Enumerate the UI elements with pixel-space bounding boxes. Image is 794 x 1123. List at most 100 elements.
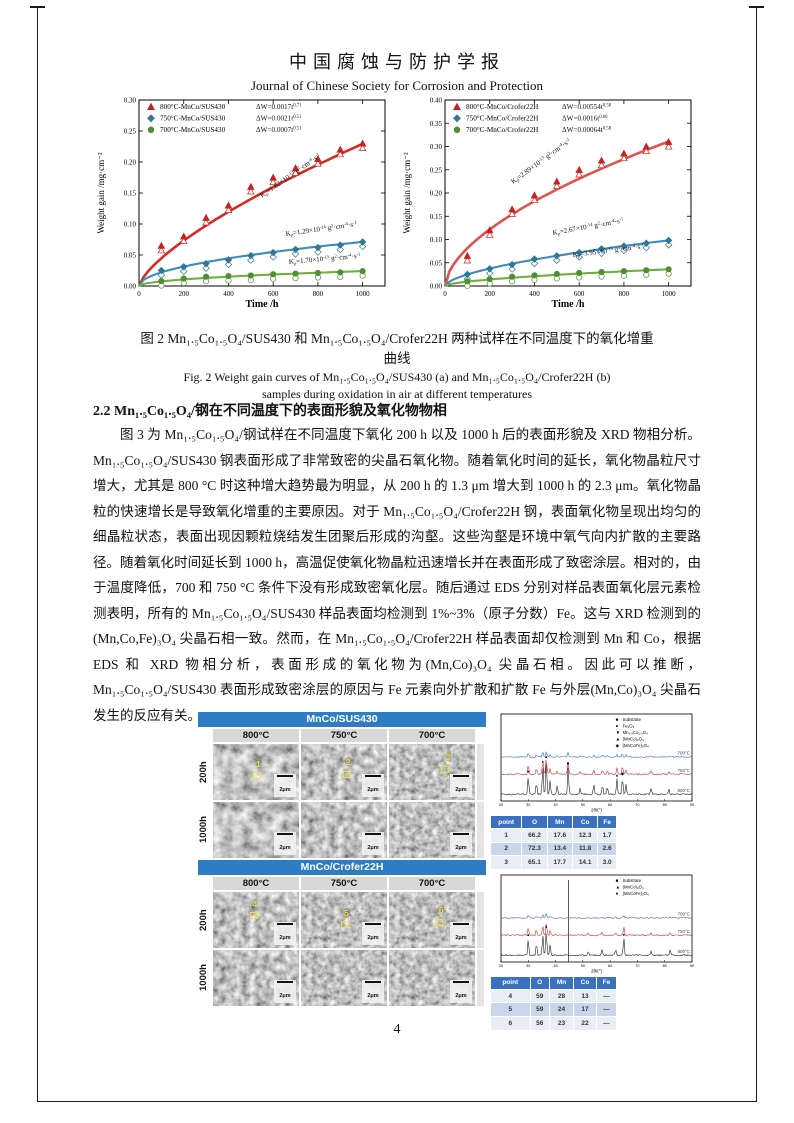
svg-text:0.00: 0.00 <box>124 283 137 291</box>
svg-text:0.10: 0.10 <box>124 221 137 229</box>
svg-text:20: 20 <box>499 964 503 968</box>
svg-text:800°C: 800°C <box>677 949 690 954</box>
svg-text:▲: ▲ <box>616 884 620 889</box>
eds-cell: 72.3 <box>521 841 548 857</box>
sem-image: 2μm 2 <box>301 744 387 800</box>
sem-column-header: 750°C <box>301 877 387 890</box>
sem-image: 2μm 3 <box>389 744 475 800</box>
scale-bar: 2μm <box>362 922 384 945</box>
svg-text:90: 90 <box>690 803 694 807</box>
svg-text:■: ■ <box>616 717 619 722</box>
scale-bar-label: 2μm <box>455 787 467 793</box>
scale-bar: 2μm <box>450 832 472 855</box>
svg-text:■: ■ <box>616 878 619 883</box>
scale-bar-label: 2μm <box>367 935 379 941</box>
page-corner-mark-right <box>749 6 764 8</box>
chart-series-1: 750°C-MnCo/SUS430 ΔW=0.0021t0.51 Kp=1.29×1… <box>138 114 367 287</box>
sem-grid: 800°C 750°C 700°C 200h 2μm 1 2μm 2 2μm 3 1000h 2μm 2… <box>198 729 486 858</box>
svg-text:750°C: 750°C <box>677 929 690 934</box>
chart-series-2: 700°C-MnCo/SUS430 ΔW=0.0007t0.51 Kp=1.70×1… <box>138 126 366 289</box>
eds-point-square <box>249 912 258 920</box>
eds-point-marker: 3 <box>445 751 451 762</box>
svg-text:Kp=1.70×10-15 g2·cm-4·s-1: Kp=1.70×10-15 g2·cm-4·s-1 <box>288 251 361 266</box>
svg-text:60: 60 <box>608 803 612 807</box>
svg-text:0.20: 0.20 <box>124 159 137 167</box>
eds-cell: 23 <box>548 1015 575 1031</box>
svg-text:0.05: 0.05 <box>124 252 137 260</box>
svg-text:(MnCo)₃O₄: (MnCo)₃O₄ <box>623 884 644 889</box>
journal-title-zh: 中国腐蚀与防护学报 <box>289 52 505 72</box>
svg-text:Substrate: Substrate <box>623 717 642 722</box>
svg-text:600: 600 <box>268 290 279 298</box>
svg-text:50: 50 <box>581 964 585 968</box>
svg-text:Time /h: Time /h <box>246 299 279 310</box>
scale-bar-label: 2μm <box>279 845 291 851</box>
svg-text:Substrate: Substrate <box>623 878 642 883</box>
sem-column-header: 700°C <box>389 729 475 742</box>
figure2-charts: 0 200 400 600 800 1000 0.00 0.05 0.10 0.15 0.20 0.2… <box>93 96 701 318</box>
eds-table-header-row: point O Mn Co Fe <box>490 975 618 990</box>
eds-cell: 56 <box>529 1015 550 1031</box>
svg-text:●: ● <box>623 932 626 937</box>
scale-bar: 2μm <box>362 832 384 855</box>
scale-bar-label: 2μm <box>279 993 291 999</box>
eds-cell: 1 <box>489 828 523 843</box>
svg-text:0.25: 0.25 <box>430 166 443 174</box>
svg-text:Fe₂O₃: Fe₂O₃ <box>623 724 635 729</box>
eds-point-marker: 6 <box>438 905 444 916</box>
svg-text:0.30: 0.30 <box>124 97 137 105</box>
eds-cell: — <box>595 988 618 1004</box>
eds-header-cell: Co <box>573 975 597 990</box>
figure2-caption-en-line1: Fig. 2 Weight gain curves of Mn₁.₅Co₁.₅O… <box>183 370 611 384</box>
svg-text:Weight gain /mg·cm⁻²: Weight gain /mg·cm⁻² <box>402 152 412 234</box>
scale-bar: 2μm <box>274 922 296 945</box>
svg-text:▲: ▲ <box>526 932 530 937</box>
chart-axes: 0 200 400 600 800 1000 0.00 0.05 0.10 0.15 0.20 0.2… <box>402 97 692 310</box>
svg-text:70: 70 <box>635 803 639 807</box>
eds-cell: 2.6 <box>597 841 617 857</box>
eds-header-cell: Fe <box>597 815 617 829</box>
svg-text:70: 70 <box>635 964 639 968</box>
sem-image: 2μm <box>301 802 387 858</box>
sem-column-header: 800°C <box>213 729 299 742</box>
svg-text:60: 60 <box>608 964 612 968</box>
eds-cell: 6 <box>490 1015 531 1031</box>
scale-bar: 2μm <box>450 980 472 1003</box>
eds-cell: 13 <box>573 988 597 1004</box>
sem-grid: 800°C 750°C 700°C 200h 2μm 4 2μm 5 2μm 6 1000h 2μm 2… <box>198 877 486 1006</box>
sem-image: 2μm <box>213 802 299 858</box>
sem-column-header: 800°C <box>213 877 299 890</box>
sem-side-strip <box>477 744 484 800</box>
svg-text:▲: ▲ <box>615 773 619 778</box>
svg-text:ΔW=0.0017t0.71: ΔW=0.0017t0.71 <box>256 103 302 111</box>
svg-text:700°C-MnCo/Crofer22H: 700°C-MnCo/Crofer22H <box>466 126 538 134</box>
scale-bar: 2μm <box>362 980 384 1003</box>
svg-text:20: 20 <box>499 803 503 807</box>
eds-point-square <box>435 918 444 926</box>
svg-text:700°C: 700°C <box>677 751 690 756</box>
svg-text:1000: 1000 <box>662 290 677 298</box>
page-number: 4 <box>393 1022 401 1037</box>
svg-text:Time /h: Time /h <box>552 299 585 310</box>
svg-text:0.10: 0.10 <box>430 236 443 244</box>
eds-cell: 66.2 <box>521 828 548 843</box>
svg-text:0: 0 <box>443 290 447 298</box>
svg-text:●: ● <box>616 724 619 729</box>
eds-header-cell: O <box>521 815 548 829</box>
svg-text:ΔW=0.00064t0.58: ΔW=0.00064t0.58 <box>562 126 612 134</box>
eds-cell: 5 <box>490 1002 531 1017</box>
svg-text:0.05: 0.05 <box>430 259 443 267</box>
eds-cell: 59 <box>529 988 550 1004</box>
svg-text:400: 400 <box>223 290 234 298</box>
sem-row-label: 200h <box>198 761 209 783</box>
figure2-caption-zh-line2: 曲线 <box>383 351 411 366</box>
eds-cell: 3 <box>489 855 523 870</box>
svg-text:0: 0 <box>137 290 141 298</box>
svg-text:▲: ▲ <box>544 754 548 759</box>
eds-cell: 11.8 <box>571 841 599 857</box>
scale-bar-label: 2μm <box>367 845 379 851</box>
svg-text:ΔW=0.00554t0.58: ΔW=0.00554t0.58 <box>562 103 612 111</box>
svg-text:Kp=1.82×10-13 g2·cm-4·s-1: Kp=1.82×10-13 g2·cm-4·s-1 <box>258 151 322 200</box>
svg-text:Kp=3.95×10-15 g2·cm-4·s-1: Kp=3.95×10-15 g2·cm-4·s-1 <box>572 242 645 259</box>
scale-bar-label: 2μm <box>367 993 379 999</box>
